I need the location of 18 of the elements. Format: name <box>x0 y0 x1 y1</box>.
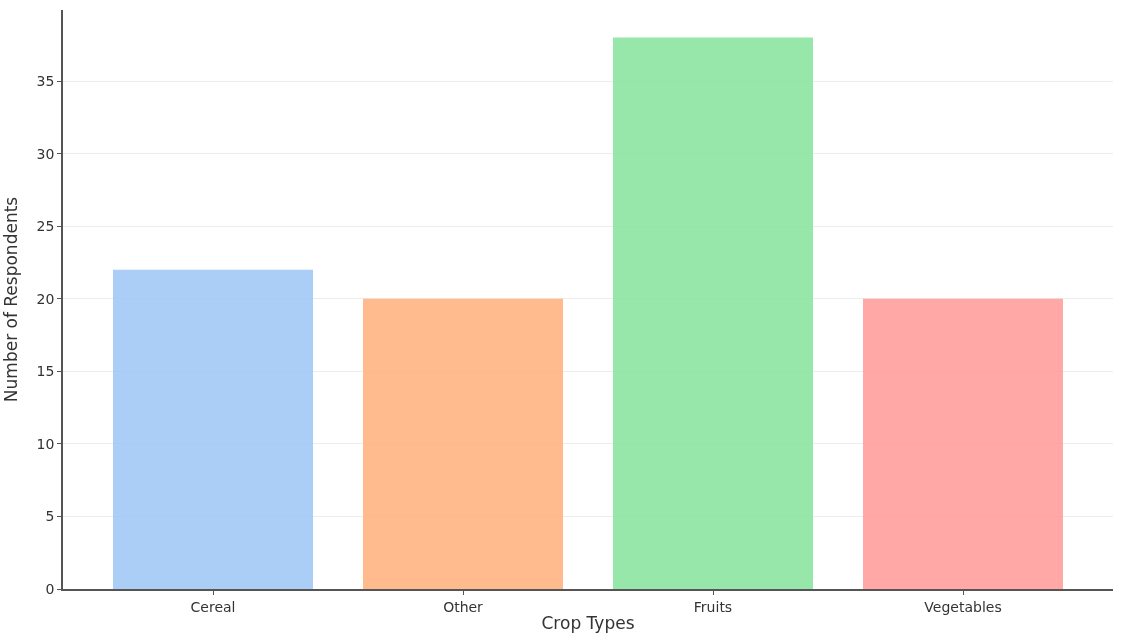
y-tick-label: 15 <box>36 363 55 380</box>
x-tick-label: Vegetables <box>924 598 1002 615</box>
bar <box>113 269 313 589</box>
x-tick-label: Cereal <box>190 598 236 615</box>
bar <box>863 298 1063 589</box>
bar <box>613 37 813 589</box>
y-tick-label: 10 <box>36 435 55 452</box>
bar <box>363 298 563 589</box>
y-tick-label: 20 <box>36 290 55 307</box>
x-axis-title: Crop Types <box>541 613 635 634</box>
y-tick-label: 30 <box>36 145 55 162</box>
y-tick-label: 35 <box>36 73 55 90</box>
y-tick-label: 5 <box>45 508 55 525</box>
x-tick-label: Fruits <box>693 598 733 615</box>
y-tick-label: 25 <box>36 218 55 235</box>
y-tick-label: 0 <box>45 580 55 597</box>
x-tick-label: Other <box>443 598 484 615</box>
y-axis-title: Number of Respondents <box>0 196 21 403</box>
